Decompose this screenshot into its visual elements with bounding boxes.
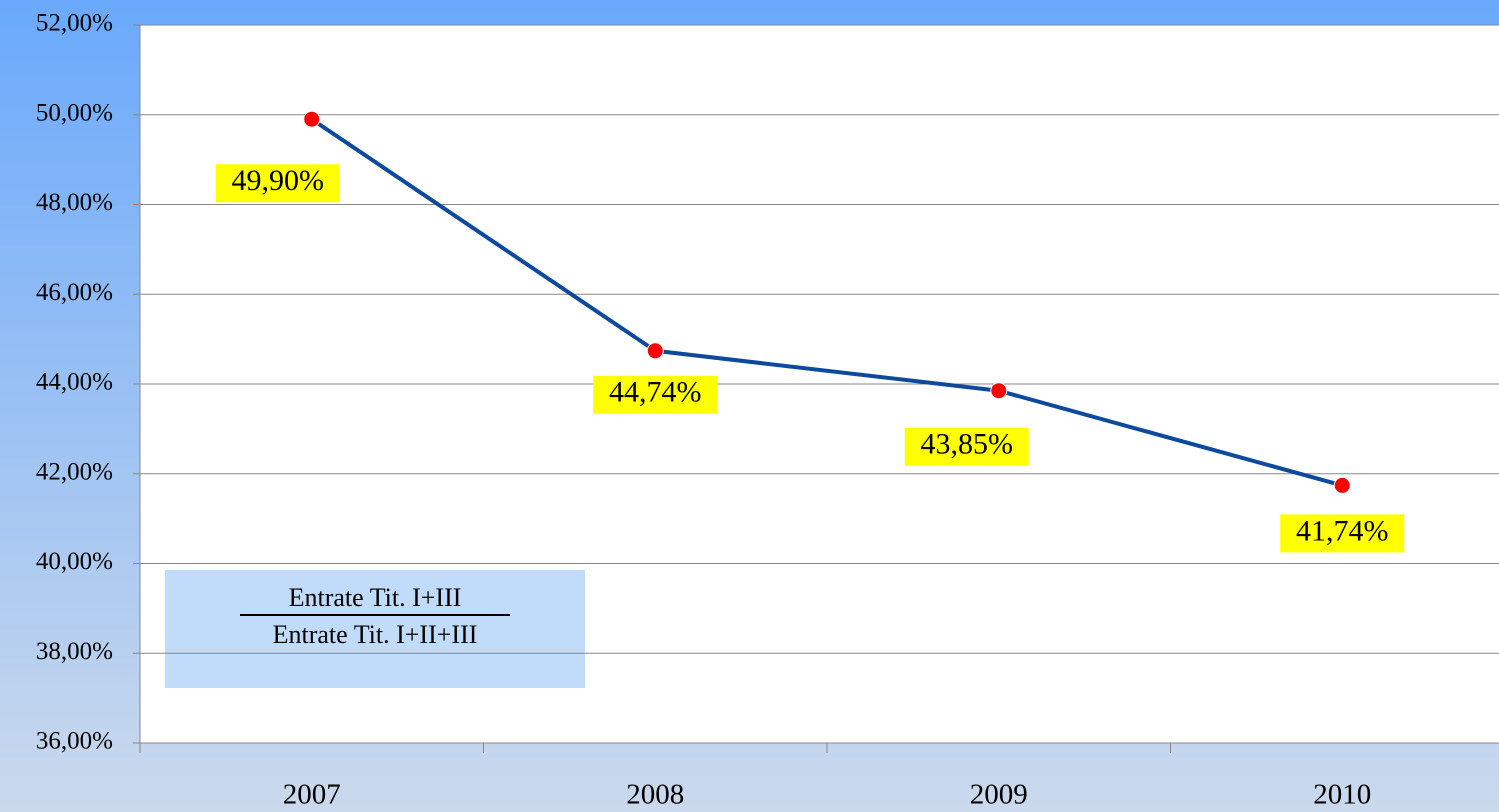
x-tick-label: 2009: [970, 779, 1028, 811]
y-tick-label: 42,00%: [36, 458, 113, 485]
data-label-box: [1280, 514, 1405, 553]
annotation-numerator: Entrate Tit. I+III: [289, 583, 462, 612]
data-label-box: [593, 375, 718, 414]
x-tick-label: 2008: [626, 779, 684, 811]
x-tick-label: 2007: [283, 779, 341, 811]
y-tick-label: 40,00%: [36, 548, 113, 575]
y-tick-label: 50,00%: [36, 99, 113, 126]
annotation-box: [165, 570, 585, 688]
data-label: 43,85%: [921, 428, 1014, 461]
data-label-box: [215, 164, 340, 203]
data-label-box: [904, 427, 1029, 466]
y-tick-label: 38,00%: [36, 638, 113, 665]
y-tick-label: 46,00%: [36, 279, 113, 306]
data-label: 44,74%: [609, 376, 702, 409]
data-label: 41,74%: [1296, 514, 1389, 547]
x-tick-label: 2010: [1313, 779, 1371, 811]
y-tick-label: 36,00%: [36, 728, 113, 755]
data-point: [303, 110, 321, 128]
data-label: 49,90%: [232, 164, 325, 197]
annotation-denominator: Entrate Tit. I+II+III: [273, 620, 478, 649]
y-tick-label: 44,00%: [36, 369, 113, 396]
data-point: [646, 342, 664, 360]
series-line: [310, 117, 1343, 488]
y-tick-label: 52,00%: [36, 10, 113, 37]
data-point: [990, 382, 1008, 400]
data-point: [1333, 476, 1351, 494]
y-tick-label: 48,00%: [36, 189, 113, 216]
